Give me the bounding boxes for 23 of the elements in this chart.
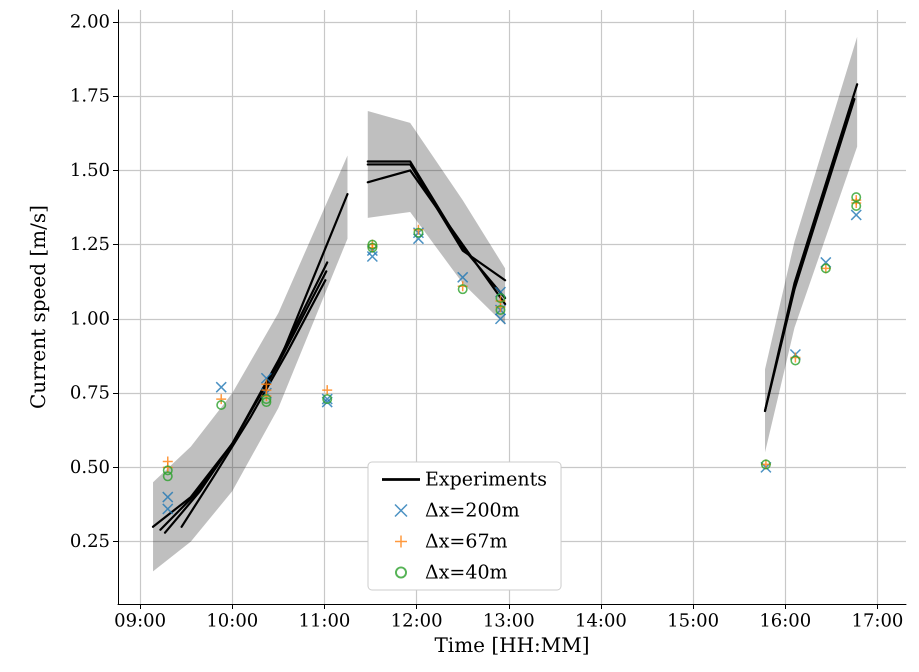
legend-label: Experiments	[425, 468, 548, 490]
y-tick-label: 1.25	[70, 234, 110, 256]
x-tick-label: 16:00	[759, 610, 812, 632]
y-tick-label: 0.75	[70, 382, 110, 404]
y-tick-label: 0.50	[70, 456, 110, 478]
x-tick-label: 14:00	[575, 610, 627, 632]
y-tick-label: 0.25	[70, 531, 110, 552]
y-tick-label: 2.00	[70, 11, 110, 32]
x-tick-label: 10:00	[206, 610, 258, 632]
legend-label: Δx=200m	[425, 500, 520, 522]
y-tick-label: 1.75	[70, 86, 110, 107]
x-tick-label: 12:00	[390, 610, 443, 632]
x-tick-label: 17:00	[851, 610, 904, 632]
legend-label: Δx=40m	[425, 562, 508, 584]
y-tick-label: 1.50	[70, 160, 110, 181]
x-axis-title: Time [HH:MM]	[434, 632, 590, 657]
x-tick-label: 13:00	[482, 610, 535, 632]
y-tick-label: 1.00	[70, 308, 110, 330]
x-tick-label: 15:00	[667, 610, 720, 632]
y-axis-title: Current speed [m/s]	[26, 205, 50, 409]
legend-label: Δx=67m	[425, 530, 508, 552]
x-tick-label: 11:00	[298, 610, 350, 632]
x-tick-label: 09:00	[114, 610, 166, 632]
